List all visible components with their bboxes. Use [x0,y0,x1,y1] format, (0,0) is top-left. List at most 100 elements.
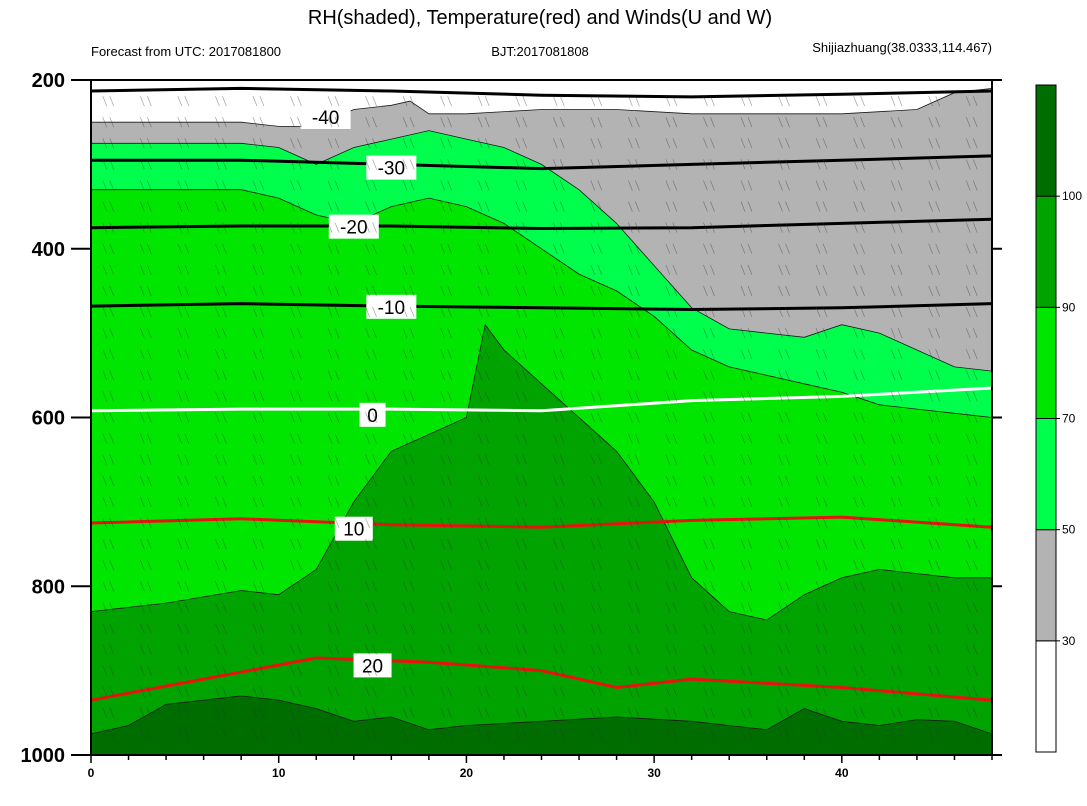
wind-barb [515,264,528,275]
wind-barb [965,602,978,613]
wind-barb [215,327,227,339]
wind-barb [928,686,941,697]
wind-barb [965,475,978,486]
wind-barb [177,517,190,529]
wind-barb [552,581,565,592]
wind-barb [139,95,152,107]
wind-barb [139,201,152,212]
wind-barb [290,327,302,339]
wind-barb [290,496,302,508]
wind-barb [177,285,190,297]
wind-barb [778,560,790,571]
wind-barb [402,707,415,718]
wind-barb [740,475,753,486]
wind-barb [252,138,265,149]
wind-barb [928,623,941,634]
wind-barb [215,159,227,170]
wind-barb [590,665,603,676]
isotherm-label-box [328,214,379,239]
wind-barb [440,180,452,191]
wind-barb [928,201,941,212]
wind-barb [552,728,565,740]
wind-barb [477,95,490,107]
isotherm-label-box [366,155,417,180]
wind-barb [515,707,528,718]
wind-barb [402,644,415,655]
wind-barb [177,581,190,592]
wind-barb [177,665,190,676]
wind-barb [102,538,115,550]
wind-barb [252,285,265,297]
wind-barb [102,560,115,571]
wind-barb [290,95,302,107]
wind-barb [928,644,941,655]
wind-barb [477,665,490,676]
wind-barb [890,728,903,740]
wind-barb [815,665,828,676]
wind-barb [853,327,865,339]
wind-barb [252,391,265,402]
wind-barb [853,665,865,676]
wind-barb [853,412,865,423]
chart-title: RH(shaded), Temperature(red) and Winds(U… [308,7,772,29]
wind-barb [290,391,302,402]
wind-barb [252,327,265,339]
wind-barb [853,454,865,465]
wind-barb [590,222,603,233]
wind-barb [703,391,715,402]
wind-barb [177,201,190,212]
wind-barb [515,517,528,529]
wind-barb [515,222,528,233]
wind-barb [703,180,715,191]
wind-barb [928,602,941,613]
wind-barb [853,475,865,486]
wind-barb [778,138,790,149]
wind-barb [515,159,528,170]
wind-barb [402,433,415,444]
wind-barb [853,306,865,318]
wind-barb [815,454,828,465]
wind-barb [365,686,377,697]
wind-barb [590,285,603,297]
wind-barb [965,349,978,360]
wind-barb [440,117,452,128]
wind-barb [477,602,490,613]
wind-barb [853,243,865,254]
temperature-isotherms: -40 -30 -20 -10 0 10 20 [90,86,993,702]
wind-barb [365,391,377,402]
colorbar-tick-label: 70 [1062,412,1076,426]
wind-barb [665,306,678,318]
wind-barb [477,412,490,423]
wind-barb [515,201,528,212]
wind-barb [965,95,978,107]
wind-barb [628,243,640,254]
wind-barb [552,222,565,233]
wind-barb [665,243,678,254]
wind-barb [440,138,452,149]
wind-barb [177,496,190,508]
wind-barb [327,159,340,170]
wind-barb [665,517,678,529]
wind-barb [815,243,828,254]
wind-barb [177,707,190,718]
wind-barb [215,95,227,107]
wind-barb [252,560,265,571]
wind-barb [628,180,640,191]
wind-barb [215,433,227,444]
wind-barb [327,602,340,613]
wind-barb [778,475,790,486]
wind-barb [590,728,603,740]
wind-barb [740,243,753,254]
wind-barb [552,138,565,149]
wind-barb [552,560,565,571]
wind-barb [365,412,377,423]
wind-barb [139,306,152,318]
wind-barb [928,117,941,128]
wind-barb [102,496,115,508]
wind-barb [628,496,640,508]
wind-barb [327,496,340,508]
wind-barb [290,623,302,634]
wind-barb [477,159,490,170]
wind-barb [402,180,415,191]
wind-barb [590,602,603,613]
